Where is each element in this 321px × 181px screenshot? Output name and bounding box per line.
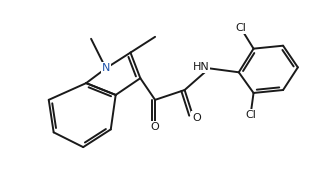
Text: HN: HN bbox=[193, 62, 209, 72]
Text: Cl: Cl bbox=[235, 23, 246, 33]
Text: Cl: Cl bbox=[245, 110, 256, 120]
Text: O: O bbox=[151, 122, 160, 132]
Text: N: N bbox=[102, 63, 110, 73]
Text: O: O bbox=[192, 113, 201, 123]
